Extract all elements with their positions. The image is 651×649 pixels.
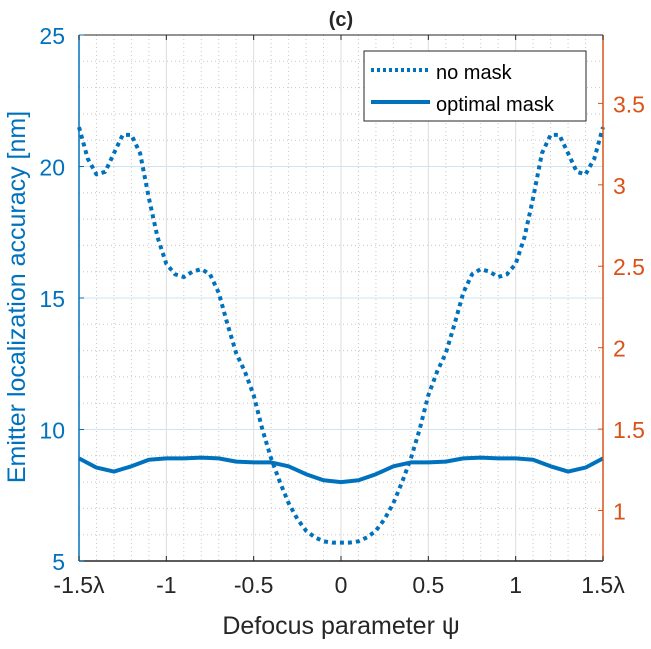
- series-lines: [77, 126, 605, 545]
- x-tick-label: -0.5: [234, 572, 274, 598]
- series-no-mask-line: [77, 126, 605, 545]
- x-tick-label: -1.5λ: [53, 572, 105, 598]
- y2-tick-label: 1.5: [613, 417, 645, 443]
- x-tick-label: 1.5λ: [581, 572, 625, 598]
- x-axis-label: Defocus parameter ψ: [222, 612, 459, 640]
- y-tick-label: 15: [39, 286, 65, 312]
- x-tick-label: 1: [509, 572, 522, 598]
- legend-label-optimal-mask: optimal mask: [436, 94, 555, 116]
- legend-label-no-mask: no mask: [436, 62, 513, 84]
- y-tick-label: 10: [39, 418, 65, 444]
- y-tick-label: 5: [52, 549, 65, 575]
- chart-title: (c): [329, 9, 353, 31]
- y2-tick-label: 2.5: [613, 254, 645, 280]
- y-axis-label: Emitter localization accuracy [nm]: [3, 111, 31, 483]
- series-optimal-mask-line: [78, 455, 604, 485]
- y2-tick-label: 3.5: [613, 91, 645, 117]
- legend: no mask optimal mask: [363, 50, 587, 122]
- x-tick-label: 0: [335, 572, 348, 598]
- y-tick-label: 25: [39, 23, 65, 49]
- x-tick-label: 0.5: [412, 572, 444, 598]
- y-tick-label: 20: [39, 155, 65, 181]
- axes: -1.5λ -1 -0.5 0 0.5 1 1.5λ 5 10 15 20 25 1 1.5 2 2.5 3 3.…: [39, 23, 645, 598]
- y2-tick-label: 1: [613, 499, 626, 525]
- y2-tick-label: 2: [613, 336, 626, 362]
- x-tick-label: -1: [156, 572, 176, 598]
- y2-tick-label: 3: [613, 173, 626, 199]
